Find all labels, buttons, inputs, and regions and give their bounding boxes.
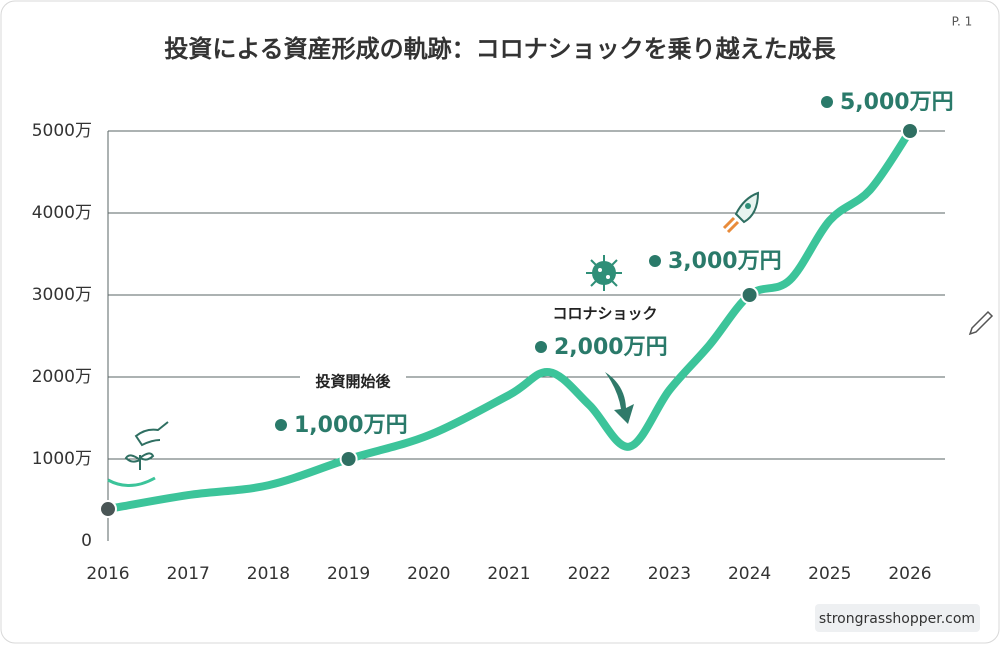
source: strongrasshopper.com	[819, 611, 975, 627]
bullet	[649, 255, 661, 267]
y-tick-label: 0	[81, 531, 92, 551]
x-tick-label: 2018	[247, 564, 290, 584]
x-tick-label: 2017	[167, 564, 210, 584]
annotation: コロナショック	[552, 305, 657, 323]
page-label: P. 1	[952, 15, 973, 29]
rocket-icon	[722, 191, 760, 234]
line	[104, 127, 914, 514]
annotation: 2,000万円	[554, 335, 668, 360]
x-tick-label: 2016	[86, 564, 129, 584]
y-tick-label: 1000万	[32, 449, 92, 469]
point-marker	[901, 122, 919, 140]
annotation: 投資開始後	[315, 373, 391, 391]
plot: 0 1000万 2000万 3000万 4000万 5000万 2016 2017 2018 20…	[32, 121, 945, 584]
x-tick-label: 2024	[728, 564, 771, 584]
y-tick-label: 3000万	[32, 285, 92, 305]
bullet	[535, 341, 547, 353]
drop-arrow	[605, 372, 634, 424]
x-tick-label: 2021	[487, 564, 530, 584]
x-tick-label: 2026	[888, 564, 931, 584]
chart-title: 投資による資産形成の軌跡：コロナショックを乗り越えた成長	[164, 35, 836, 63]
source-bg	[815, 604, 980, 632]
point-marker	[740, 286, 759, 304]
x-tick-label: 2023	[648, 564, 691, 584]
x-tick-label: 2022	[568, 564, 611, 584]
virus-icon	[586, 255, 622, 291]
bullet	[275, 419, 287, 431]
annotation: 1,000万円	[294, 413, 408, 438]
y-tick-label: 5000万	[32, 121, 92, 141]
plant-icon	[107, 421, 169, 487]
x-tick-label: 2019	[327, 564, 370, 584]
y-tick-label: 2000万	[32, 367, 92, 387]
y-tick-label: 4000万	[32, 203, 92, 223]
annotation: 5,000万円	[840, 90, 954, 115]
annotation: 3,000万円	[668, 249, 782, 274]
point-marker	[339, 450, 358, 468]
edit-icon	[968, 310, 994, 336]
point-marker	[99, 500, 117, 519]
bullet	[821, 96, 833, 108]
x-tick-label: 2025	[808, 564, 851, 584]
x-tick-label: 2020	[407, 564, 450, 584]
note-bg	[300, 368, 406, 394]
